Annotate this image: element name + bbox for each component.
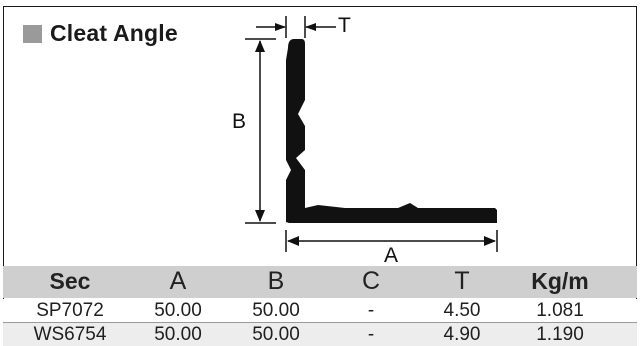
dimension-b-label: B <box>232 110 247 133</box>
title-block: Cleat Angle <box>23 20 178 47</box>
dimension-t-label: T <box>338 14 351 37</box>
cell-sec: WS6754 <box>33 324 107 345</box>
table-header: Sec A B C T Kg/m <box>3 266 637 298</box>
cell-kgm: 1.081 <box>536 300 584 321</box>
cell-kgm: 1.190 <box>536 324 584 345</box>
header-kgm: Kg/m <box>531 268 589 294</box>
page-title: Cleat Angle <box>50 20 178 46</box>
angle-profile-diagram <box>245 16 498 252</box>
title-square-icon <box>23 24 42 43</box>
cell-sec: SP7072 <box>36 300 104 321</box>
header-c: C <box>361 267 381 295</box>
cell-b: 50.00 <box>252 300 300 321</box>
cell-a: 50.00 <box>154 324 202 345</box>
cell-c: - <box>367 300 375 321</box>
dimension-a-label: A <box>384 244 399 267</box>
cell-a: 50.00 <box>154 300 202 321</box>
table-row: WS6754 50.00 50.00 - 4.90 1.190 <box>3 322 637 346</box>
cell-t: 4.50 <box>443 300 481 321</box>
header-t: T <box>454 267 470 295</box>
cell-c: - <box>367 324 375 345</box>
angle-profile-shape <box>286 39 497 223</box>
header-a: A <box>169 267 187 295</box>
cell-t: 4.90 <box>443 324 481 345</box>
cell-b: 50.00 <box>252 324 300 345</box>
card-frame <box>3 6 637 343</box>
header-sec: Sec <box>49 268 91 294</box>
header-b: B <box>267 267 285 295</box>
table-row: SP7072 50.00 50.00 - 4.50 1.081 <box>3 299 637 322</box>
